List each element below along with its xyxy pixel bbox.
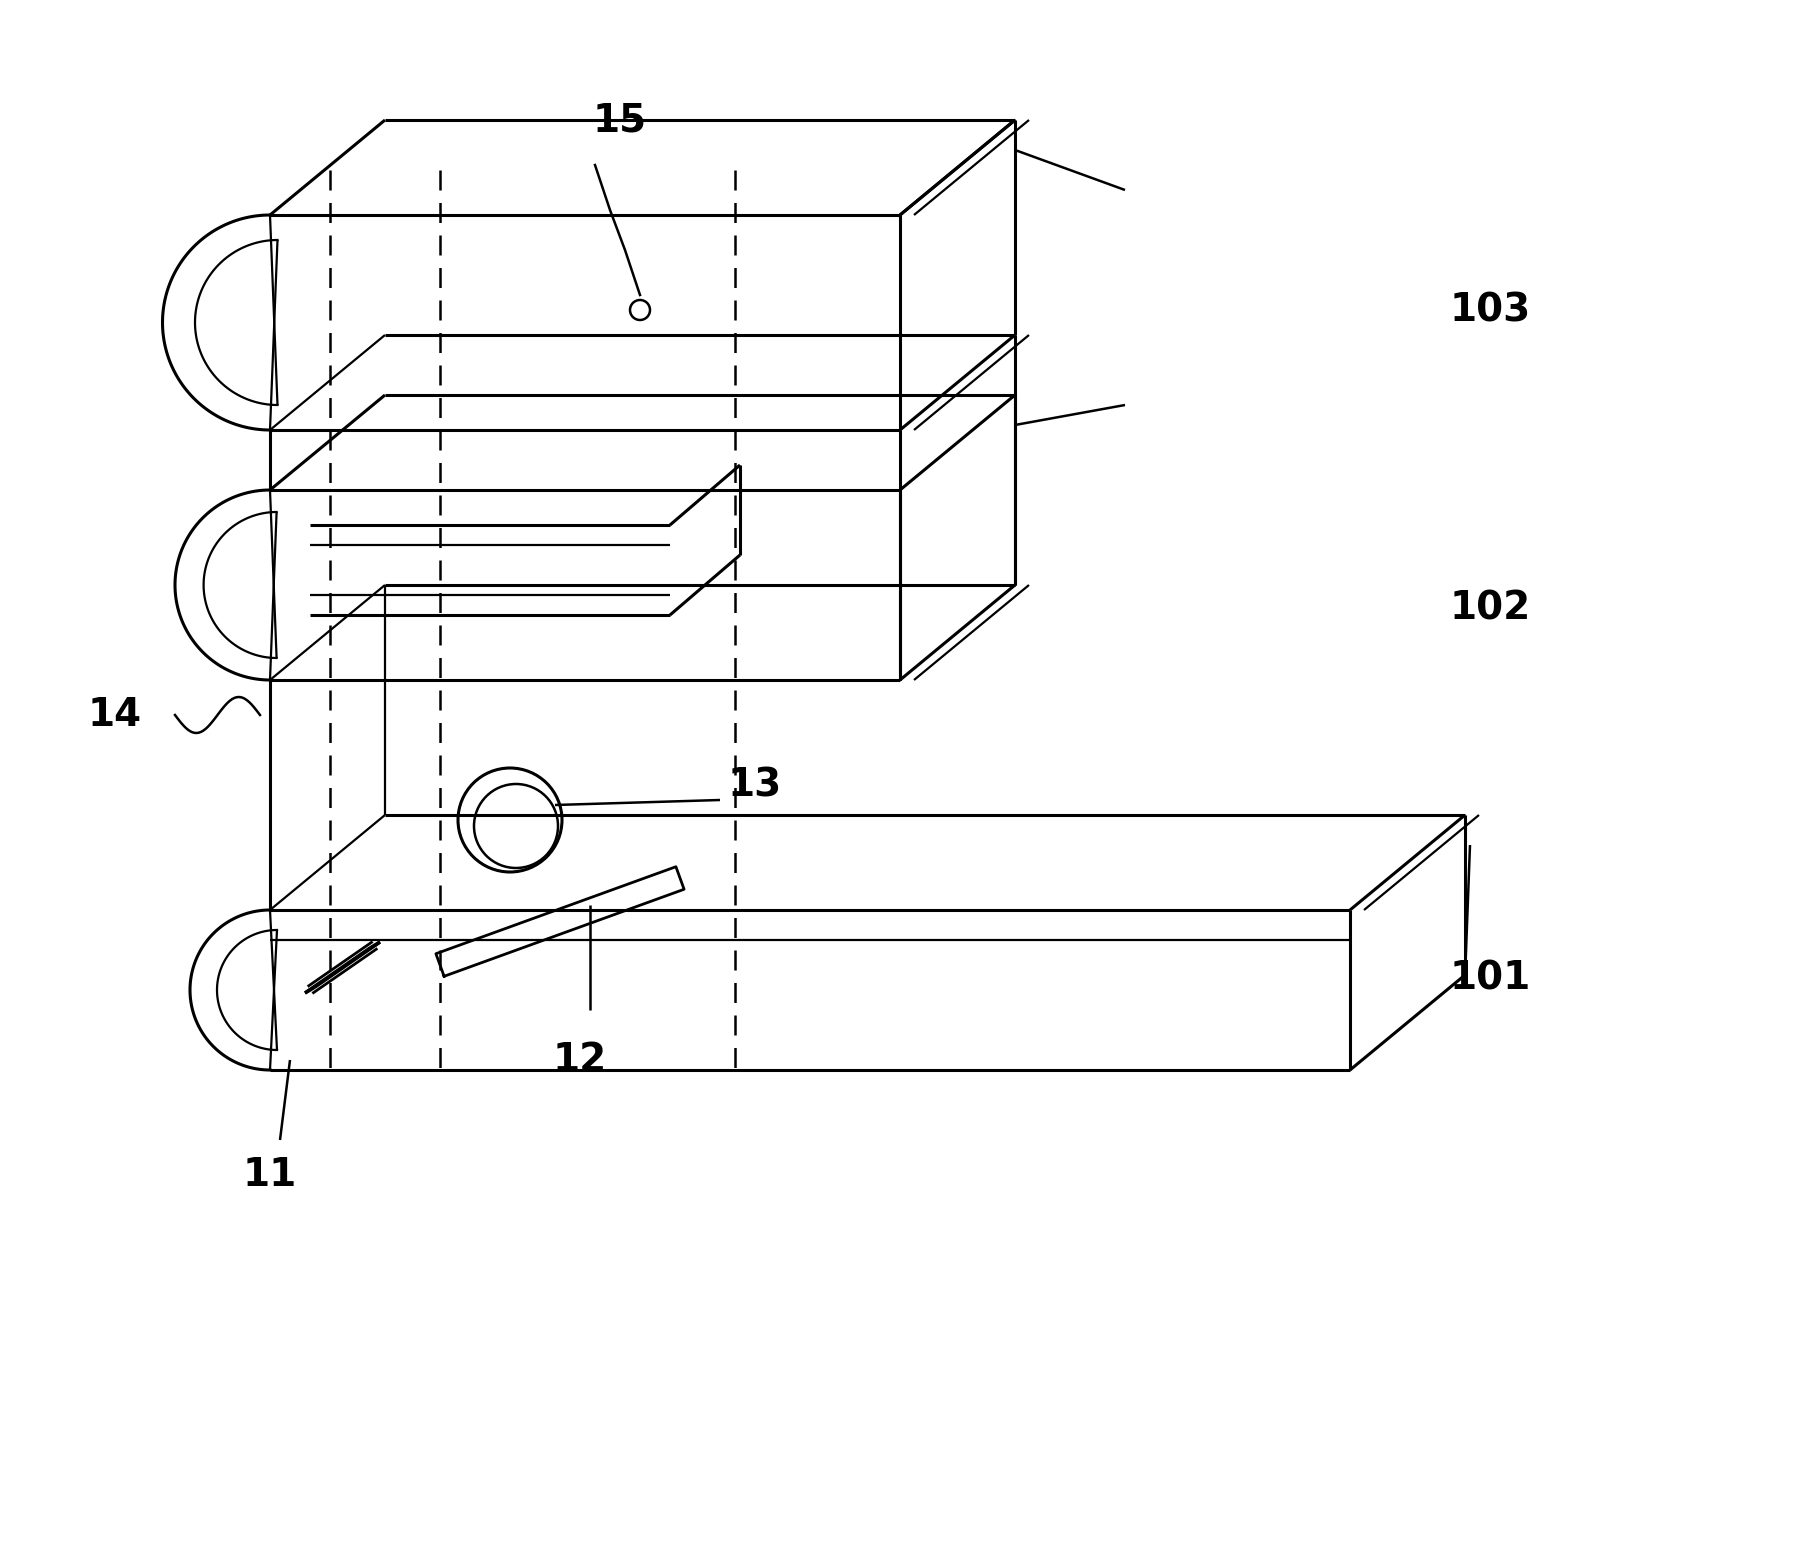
Text: 101: 101: [1449, 959, 1531, 997]
Text: 103: 103: [1449, 291, 1531, 330]
Text: 102: 102: [1449, 589, 1531, 627]
Text: 11: 11: [242, 1155, 296, 1194]
Text: 13: 13: [728, 767, 782, 804]
Text: 15: 15: [593, 101, 647, 138]
Text: 12: 12: [553, 1040, 607, 1079]
Text: 14: 14: [89, 697, 143, 734]
